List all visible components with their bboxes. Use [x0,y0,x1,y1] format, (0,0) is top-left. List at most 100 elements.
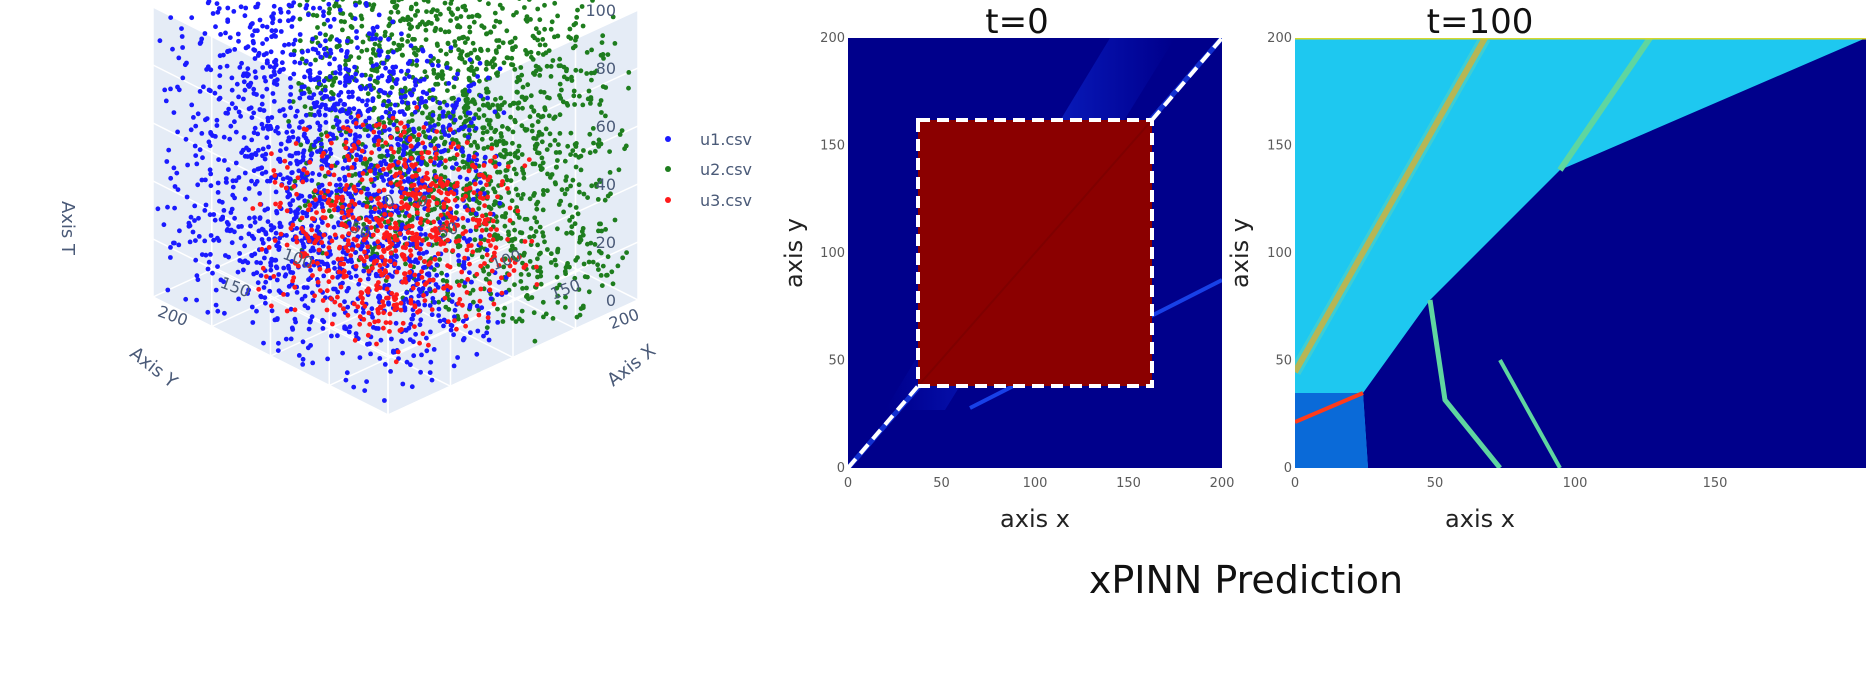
data-point [312,293,317,298]
data-point [475,74,480,79]
data-point [522,176,527,181]
data-point [180,45,185,50]
data-point [329,90,334,95]
data-point [333,287,338,292]
data-point [554,263,559,268]
data-point [395,306,400,311]
data-point [523,239,528,244]
data-point [508,40,513,45]
data-point [342,324,347,329]
data-point [601,264,606,269]
data-point [443,1,448,6]
data-point [269,34,274,39]
data-point [555,275,560,280]
data-point [341,270,346,275]
data-point [461,153,466,158]
data-point [304,59,309,64]
legend-item-u2[interactable]: u2.csv [700,160,752,179]
data-point [349,259,354,264]
data-point [564,231,569,236]
data-point [290,129,295,134]
data-point [342,19,347,24]
data-point [515,149,520,154]
data-point [409,163,414,168]
legend[interactable]: u1.csv u2.csv u3.csv [665,130,752,210]
data-point [264,232,269,237]
data-point [376,245,381,250]
data-point [307,203,312,208]
data-point [273,258,278,263]
data-point [446,319,451,324]
legend-item-u3[interactable]: u3.csv [700,191,752,210]
data-point [420,141,425,146]
data-point [317,6,322,11]
data-point [390,19,395,24]
data-point [303,104,308,109]
data-point [426,208,431,213]
data-point [456,253,461,258]
data-point [463,324,468,329]
data-point [282,43,287,48]
data-point [377,147,382,152]
data-point [396,350,401,355]
data-point [399,31,404,36]
data-point [527,235,532,240]
data-point [359,49,364,54]
data-point [468,30,473,35]
data-point [270,308,275,313]
data-point [577,94,582,99]
data-point [606,254,611,259]
data-point [323,215,328,220]
data-point [294,226,299,231]
data-point [582,262,587,267]
data-point [436,72,441,77]
data-point [441,114,446,119]
data-point [319,190,324,195]
data-point [337,119,342,124]
data-point [435,8,440,13]
data-point [530,123,535,128]
legend-item-u1[interactable]: u1.csv [700,130,752,149]
data-point [483,155,488,160]
data-point [427,287,432,292]
data-point [359,256,364,261]
data-point [505,55,510,60]
data-point [275,82,280,87]
data-point [445,103,450,108]
data-point [339,48,344,53]
data-point [603,198,608,203]
data-point [331,260,336,265]
data-point [461,338,466,343]
data-point [408,248,413,253]
data-point [421,251,426,256]
data-point [243,154,248,159]
data-point [427,150,432,155]
data-point [225,228,230,233]
data-point [419,96,424,101]
data-point [286,10,291,15]
data-point [503,174,508,179]
data-point [430,312,435,317]
data-point [208,143,213,148]
data-point [403,94,408,99]
data-point [215,264,220,269]
data-point [434,184,439,189]
data-point [591,141,596,146]
data-point [501,319,506,324]
data-point [261,341,266,346]
data-point [550,19,555,24]
data-point [200,252,205,257]
data-point [375,197,380,202]
data-point [365,192,370,197]
data-point [223,253,228,258]
data-point [247,106,252,111]
data-point [529,226,534,231]
data-point [584,71,589,76]
data-point [267,237,272,242]
legend-marker-u2 [665,166,671,172]
data-point [425,272,430,277]
data-point [396,160,401,165]
data-point [276,348,281,353]
